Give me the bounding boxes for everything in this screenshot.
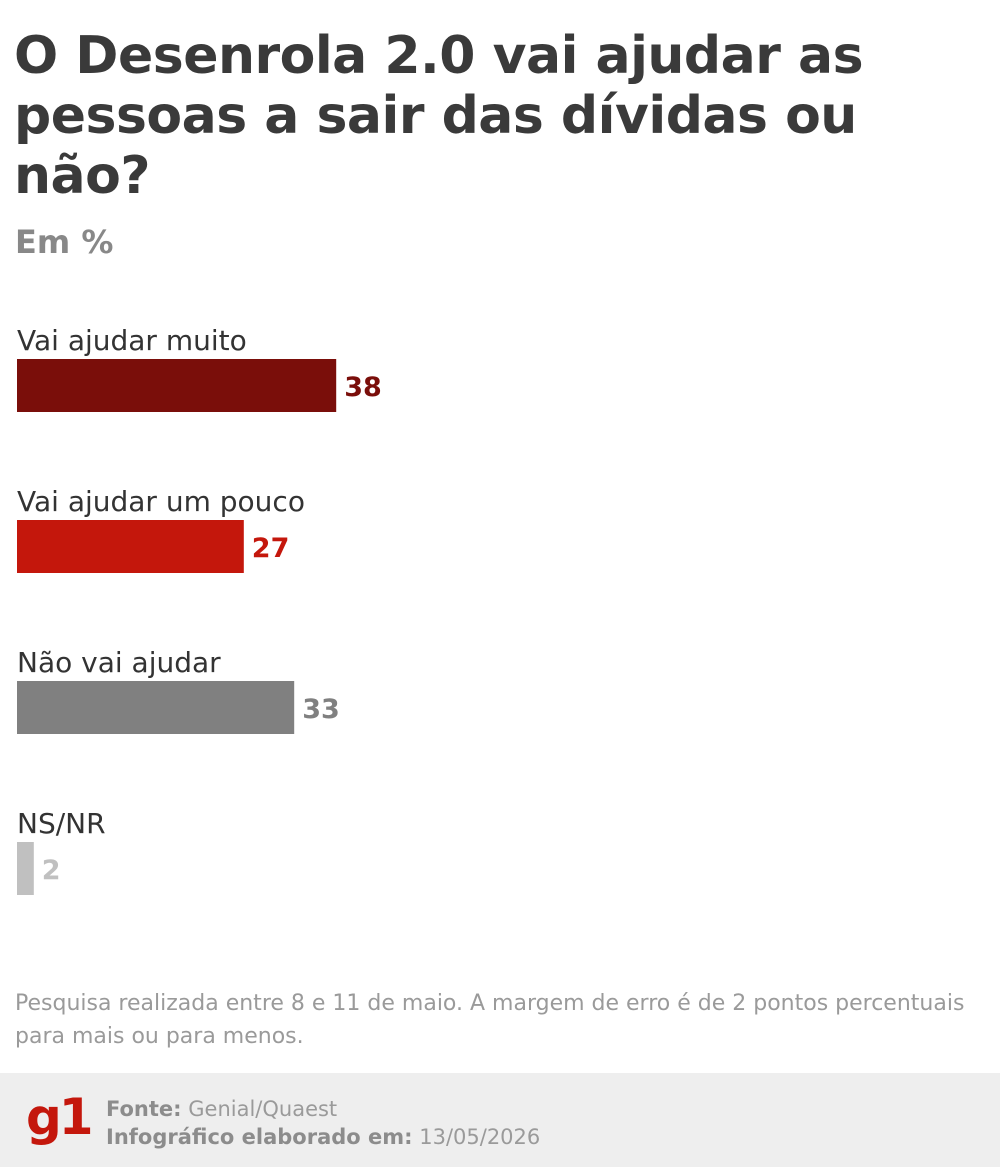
source-value: Genial/Quaest bbox=[188, 1097, 338, 1121]
source-label: Fonte: bbox=[106, 1097, 182, 1121]
date-label: Infográfico elaborado em: bbox=[106, 1125, 413, 1149]
category-label: Vai ajudar um pouco bbox=[17, 485, 305, 518]
bar bbox=[17, 842, 34, 895]
bar bbox=[17, 681, 295, 734]
chart-subtitle: Em % bbox=[15, 223, 114, 261]
value-label: 27 bbox=[252, 533, 290, 564]
g1-logo[interactable]: g1 bbox=[26, 1088, 94, 1146]
category-label: NS/NR bbox=[17, 807, 106, 840]
value-label: 38 bbox=[344, 372, 382, 403]
category-label: Vai ajudar muito bbox=[17, 324, 247, 357]
category-label: Não vai ajudar bbox=[17, 646, 221, 679]
bar-chart: Vai ajudar muito 38 Vai ajudar um pouco 27 N… bbox=[17, 324, 382, 895]
date-value: 13/05/2026 bbox=[419, 1125, 541, 1149]
date-line: Infográfico elaborado em: 13/05/2026 bbox=[106, 1123, 540, 1151]
value-label: 2 bbox=[42, 855, 61, 886]
footer: g1 Fonte: Genial/Quaest Infográfico elab… bbox=[0, 1073, 1000, 1167]
source-line: Fonte: Genial/Quaest bbox=[106, 1095, 337, 1123]
methodology-note: Pesquisa realizada entre 8 e 11 de maio.… bbox=[15, 991, 965, 1049]
bar bbox=[17, 520, 244, 573]
chart-title: O Desenrola 2.0 vai ajudar as pessoas a … bbox=[14, 26, 864, 206]
bar bbox=[17, 359, 337, 412]
value-label: 33 bbox=[302, 694, 340, 725]
